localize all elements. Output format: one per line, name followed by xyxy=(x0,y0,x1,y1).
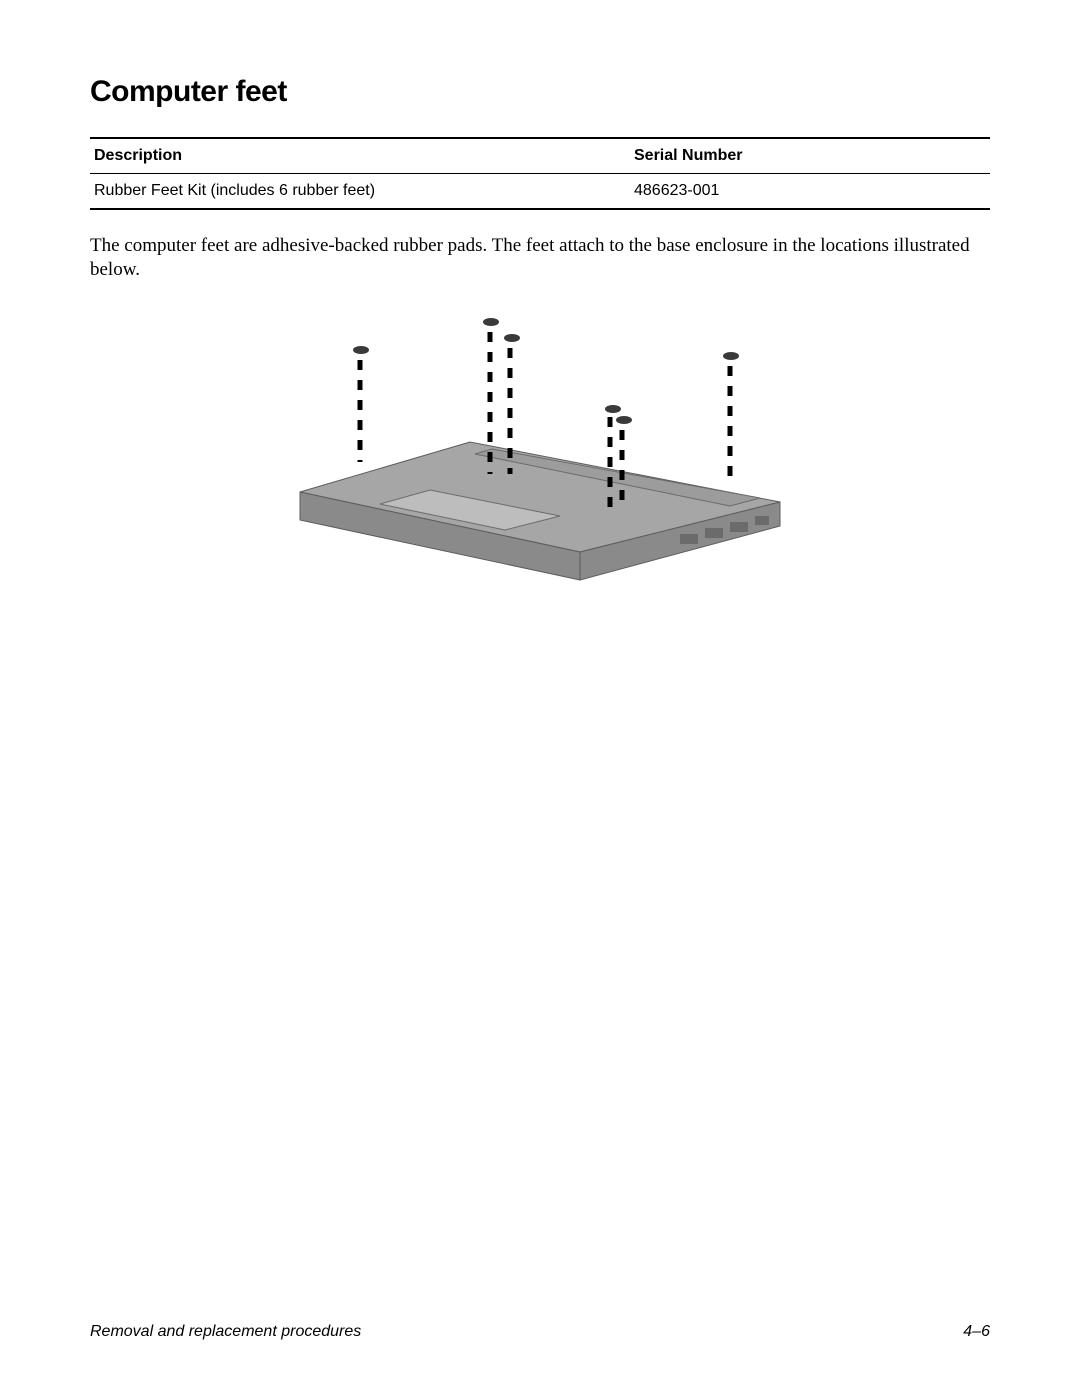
rubber-foot-icon xyxy=(483,318,499,326)
cell-description: Rubber Feet Kit (includes 6 rubber feet) xyxy=(90,174,630,210)
rubber-foot-icon xyxy=(353,346,369,354)
figure-container xyxy=(90,302,990,612)
body-paragraph: The computer feet are adhesive-backed ru… xyxy=(90,234,990,282)
parts-table: Description Serial Number Rubber Feet Ki… xyxy=(90,137,990,210)
page-footer: Removal and replacement procedures 4–6 xyxy=(90,1323,990,1341)
cell-serial: 486623-001 xyxy=(630,174,990,210)
port xyxy=(755,516,769,525)
rubber-foot-icon xyxy=(723,352,739,360)
rubber-foot-icon xyxy=(616,416,632,424)
rubber-foot-icon xyxy=(504,334,520,342)
col-header-description: Description xyxy=(90,138,630,174)
laptop-body xyxy=(300,442,780,580)
col-header-serial: Serial Number xyxy=(630,138,990,174)
port xyxy=(730,522,748,532)
table-header-row: Description Serial Number xyxy=(90,138,990,174)
section-title: Computer feet xyxy=(90,75,990,109)
footer-left: Removal and replacement procedures xyxy=(90,1323,361,1341)
port xyxy=(680,534,698,544)
footer-right: 4–6 xyxy=(963,1323,990,1341)
port xyxy=(705,528,723,538)
table-row: Rubber Feet Kit (includes 6 rubber feet)… xyxy=(90,174,990,210)
laptop-feet-illustration xyxy=(260,302,820,612)
rubber-foot-icon xyxy=(605,405,621,413)
